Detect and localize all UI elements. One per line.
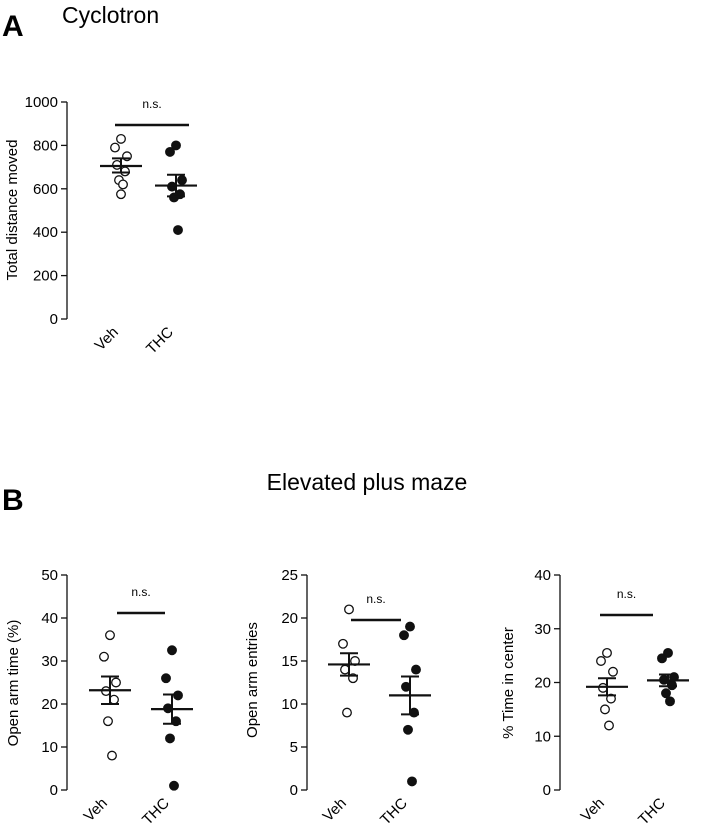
- data-point: [105, 630, 115, 641]
- series-veh: [89, 630, 131, 761]
- data-point: [665, 696, 675, 707]
- y-tick-label: 20: [534, 675, 551, 692]
- data-point: [110, 142, 120, 153]
- data-point: [399, 630, 409, 641]
- y-tick-label: 40: [41, 610, 58, 627]
- data-point: [608, 666, 618, 677]
- x-tick-label-thc: THC: [635, 795, 669, 829]
- panel-title-b: Elevated plus maze: [267, 469, 468, 495]
- y-tick-label: 20: [41, 696, 58, 713]
- x-tick-label-thc: THC: [377, 795, 411, 829]
- panel-letter-b: B: [2, 484, 24, 517]
- series-thc: [151, 645, 193, 791]
- data-point: [405, 621, 415, 632]
- y-tick-label: 15: [281, 653, 298, 670]
- data-point: [403, 724, 413, 735]
- data-point: [596, 656, 606, 666]
- significance-label: n.s.: [366, 592, 385, 606]
- series-thc: [389, 621, 431, 787]
- significance-label: n.s.: [617, 587, 636, 601]
- series-thc: [647, 647, 689, 707]
- y-tick-label: 10: [281, 696, 298, 713]
- x-tick-label-veh: Veh: [320, 795, 350, 825]
- chart-3: 0 5 10 15 20 25 Open arm entries Veh THC n.s.: [244, 567, 431, 829]
- data-point: [177, 175, 187, 186]
- data-point: [411, 664, 421, 675]
- series-thc: [155, 140, 197, 235]
- data-point: [663, 647, 673, 658]
- y-tick-label: 10: [534, 728, 551, 745]
- y-tick-label: 30: [41, 653, 58, 670]
- data-point: [165, 146, 175, 157]
- y-tick-label: 50: [41, 567, 58, 584]
- data-point: [116, 189, 126, 200]
- data-point: [167, 645, 177, 656]
- y-axis-label: % Time in center: [500, 627, 517, 739]
- x-tick-label-veh: Veh: [92, 324, 122, 354]
- y-tick-label: 10: [41, 739, 58, 756]
- chart-2: 0 10 20 30 40 50 Open arm time (%) Veh THC n.s.: [5, 567, 193, 829]
- y-tick-label: 20: [281, 610, 298, 627]
- data-point: [116, 133, 126, 144]
- y-tick-label: 40: [534, 567, 551, 584]
- data-point: [407, 776, 417, 787]
- series-veh: [586, 647, 628, 731]
- data-point: [161, 673, 171, 684]
- y-tick-label: 30: [534, 621, 551, 638]
- y-axis-label: Total distance moved: [4, 140, 21, 281]
- significance-label: n.s.: [131, 585, 150, 599]
- series-veh: [328, 604, 370, 718]
- y-tick-label: 5: [290, 739, 298, 756]
- y-tick-label: 600: [33, 181, 58, 198]
- data-point: [99, 651, 109, 662]
- y-tick-label: 1000: [25, 94, 58, 111]
- x-tick-label-thc: THC: [143, 324, 177, 358]
- data-point: [602, 647, 612, 658]
- series-veh: [100, 133, 142, 200]
- data-point: [169, 780, 179, 791]
- x-tick-label-thc: THC: [139, 795, 173, 829]
- data-point: [600, 704, 610, 715]
- data-point: [173, 225, 183, 235]
- chart-1: 0 200 400 600 800 1000 Total distance moved Veh…: [4, 94, 197, 358]
- data-point: [604, 720, 614, 731]
- y-tick-label: 800: [33, 137, 58, 154]
- data-point: [103, 716, 113, 727]
- y-tick-label: 0: [290, 782, 298, 799]
- panel-title-a: Cyclotron: [62, 2, 159, 28]
- y-tick-label: 0: [50, 782, 58, 799]
- data-point: [657, 653, 667, 664]
- y-tick-label: 25: [281, 567, 298, 584]
- y-tick-label: 0: [543, 782, 551, 799]
- significance-label: n.s.: [142, 97, 161, 111]
- data-point: [111, 677, 121, 688]
- data-point: [344, 604, 354, 615]
- y-tick-label: 400: [33, 224, 58, 241]
- x-tick-label-veh: Veh: [81, 795, 111, 825]
- data-point: [107, 750, 117, 761]
- y-tick-label: 200: [33, 268, 58, 285]
- panel-letter-a: A: [2, 10, 24, 43]
- data-point: [165, 733, 175, 744]
- y-tick-label: 0: [50, 311, 58, 328]
- data-point: [661, 688, 671, 699]
- data-point: [606, 693, 616, 704]
- y-axis-label: Open arm entries: [244, 622, 261, 738]
- chart-4: 0 10 20 30 40 % Time in center Veh THC n.s.: [500, 567, 689, 829]
- y-axis-label: Open arm time (%): [5, 620, 22, 747]
- x-tick-label-veh: Veh: [578, 795, 608, 825]
- data-point: [118, 179, 128, 190]
- data-point: [342, 707, 352, 718]
- data-point: [338, 638, 348, 649]
- data-point: [169, 192, 179, 203]
- data-point: [171, 140, 181, 151]
